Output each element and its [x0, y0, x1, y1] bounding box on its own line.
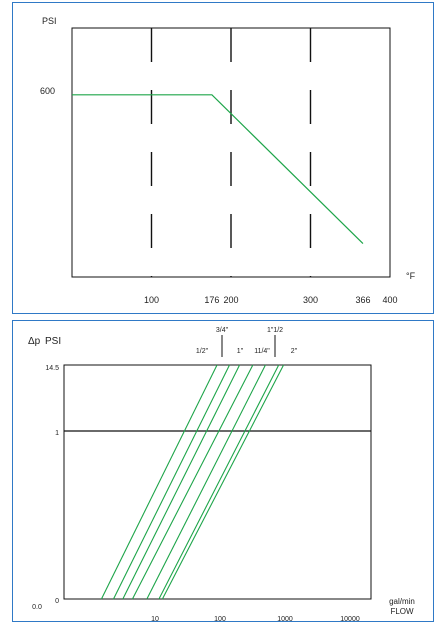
pipe-size-label: 2": [291, 348, 298, 355]
y-tick-label: 14.5: [45, 365, 59, 372]
x-tick-label: 400: [382, 295, 397, 305]
plot-frame: [63, 364, 372, 600]
pipe-size-label: 1"1/2: [267, 327, 283, 334]
origin-label: 0.0: [32, 604, 42, 611]
x-tick-label: 10000: [340, 616, 360, 623]
flow-curve: [161, 364, 285, 600]
x-tick-label: 176: [204, 295, 219, 305]
x-tick-label: 100: [144, 295, 159, 305]
y-axis-symbol: Δp: [28, 336, 41, 347]
x-tick-label: 1000: [277, 616, 293, 623]
flow-curve: [146, 364, 266, 600]
flow-curve: [131, 364, 254, 600]
x-tick-label: 10: [151, 616, 159, 623]
temperature-pressure-panel: PSI °F 600 100 176 200 300 366 400: [12, 2, 434, 314]
y-tick-label: 600: [40, 86, 55, 96]
temperature-pressure-chart: PSI °F 600 100 176 200 300 366 400: [40, 16, 416, 305]
y-tick-label: 0: [55, 598, 59, 605]
x-tick-label: 100: [214, 616, 226, 623]
flow-curve: [122, 364, 241, 600]
x-tick-label: 300: [303, 295, 318, 305]
flow-curve: [100, 364, 218, 600]
pipe-size-label: 3/4": [216, 327, 229, 334]
flow-pressure-drop-panel: 3/4" 1"1/2 1/2" 1" 11/4" 2" Δp PSI 14.5 1 0 0.0 10 10…: [12, 320, 434, 623]
y-axis-label: PSI: [42, 16, 57, 26]
x-axis-label: FLOW: [390, 607, 414, 616]
pipe-size-label: 1/2": [196, 348, 209, 355]
pipe-size-label: 1": [237, 348, 244, 355]
flow-curve: [158, 364, 280, 600]
flow-curve: [113, 364, 230, 600]
pipe-size-label: 11/4": [254, 348, 270, 355]
x-tick-label: 200: [223, 295, 238, 305]
x-axis-unit: gal/min: [389, 597, 415, 606]
pressure-temperature-curve: [72, 94, 364, 245]
x-tick-label: 366: [355, 295, 370, 305]
y-axis-label: PSI: [45, 336, 61, 347]
y-tick-label: 1: [55, 430, 59, 437]
x-axis-label: °F: [406, 271, 416, 281]
